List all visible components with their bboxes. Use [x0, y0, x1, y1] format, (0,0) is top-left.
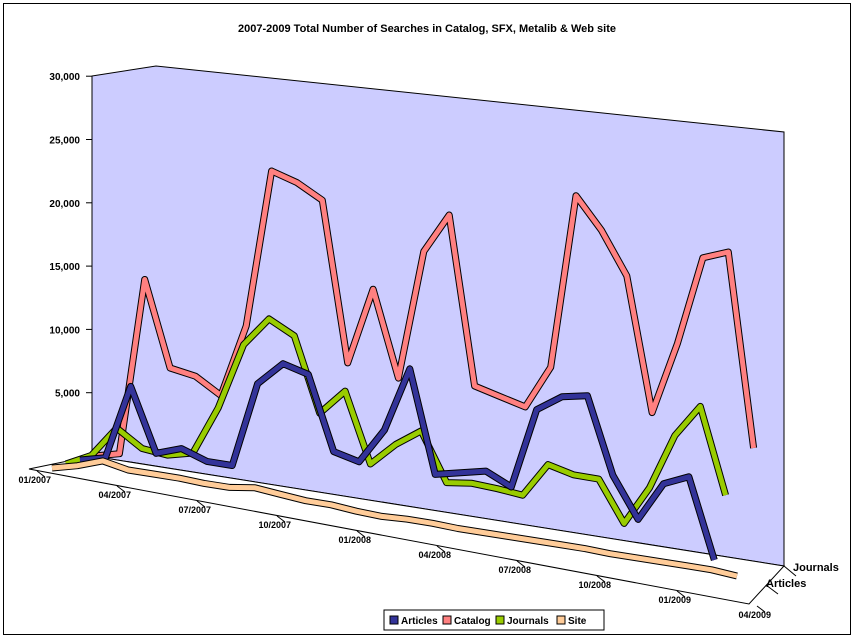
- y-tick-label: 25,000: [49, 136, 80, 147]
- legend-label-site: Site: [568, 616, 587, 627]
- x-tick-label: 04/2008: [418, 550, 451, 560]
- x-tick-label: 01/2008: [338, 535, 371, 545]
- legend-swatch-site: [556, 615, 566, 625]
- x-tick-mark: [356, 530, 366, 538]
- y-tick-label: 15,000: [49, 262, 80, 273]
- x-tick-mark: [116, 485, 126, 493]
- x-tick-mark: [276, 515, 286, 523]
- y-tick-label: 10,000: [49, 325, 80, 336]
- y-tick-label: 5,000: [55, 389, 80, 400]
- chart-frame: -5,000 10,000 15,000 20,000 25,000 30,000 01/…: [3, 3, 851, 635]
- series-line-articles: [79, 361, 717, 561]
- depth-label-articles: Articles: [766, 578, 806, 590]
- x-tick-label: 10/2007: [258, 520, 291, 530]
- x-tick-label: 01/2009: [658, 595, 691, 605]
- floor-plane: [28, 455, 785, 605]
- series-lines: [51, 167, 758, 580]
- x-tick-mark: [436, 545, 446, 553]
- x-tick-label: 07/2007: [178, 505, 211, 515]
- legend-swatch-catalog: [442, 615, 452, 625]
- legend-label-journals: Journals: [507, 616, 549, 627]
- legend-label-articles: Articles: [401, 616, 438, 627]
- legend: Articles Catalog Journals Site: [383, 609, 605, 631]
- x-tick-label: 07/2008: [498, 565, 531, 575]
- x-tick-mark: [36, 470, 46, 478]
- y-tick-label: 30,000: [49, 72, 80, 83]
- legend-swatch-articles: [389, 615, 399, 625]
- x-tick-labels: 01/2007 04/2007 07/2007 10/2007 01/2008 04/20…: [18, 470, 771, 620]
- series-line-catalog: [93, 168, 757, 459]
- x-tick-label: 01/2007: [18, 475, 51, 485]
- chart-title: 2007-2009 Total Number of Searches in Ca…: [238, 23, 616, 35]
- x-tick-mark: [596, 575, 606, 583]
- x-tick-label: 04/2009: [738, 610, 771, 620]
- x-tick-label: 10/2008: [578, 580, 611, 590]
- y-tick-label: 20,000: [49, 199, 80, 210]
- x-tick-mark: [676, 590, 686, 598]
- series-line-journals: [65, 316, 729, 526]
- legend-swatch-journals: [495, 615, 505, 625]
- legend-box: [383, 609, 605, 631]
- x-tick-mark: [756, 605, 766, 613]
- x-tick-mark: [196, 500, 206, 508]
- series-line-site: [51, 458, 738, 579]
- legend-label-catalog: Catalog: [454, 616, 491, 627]
- depth-label-journals: Journals: [793, 562, 839, 574]
- x-tick-mark: [516, 560, 526, 568]
- x-tick-label: 04/2007: [98, 490, 131, 500]
